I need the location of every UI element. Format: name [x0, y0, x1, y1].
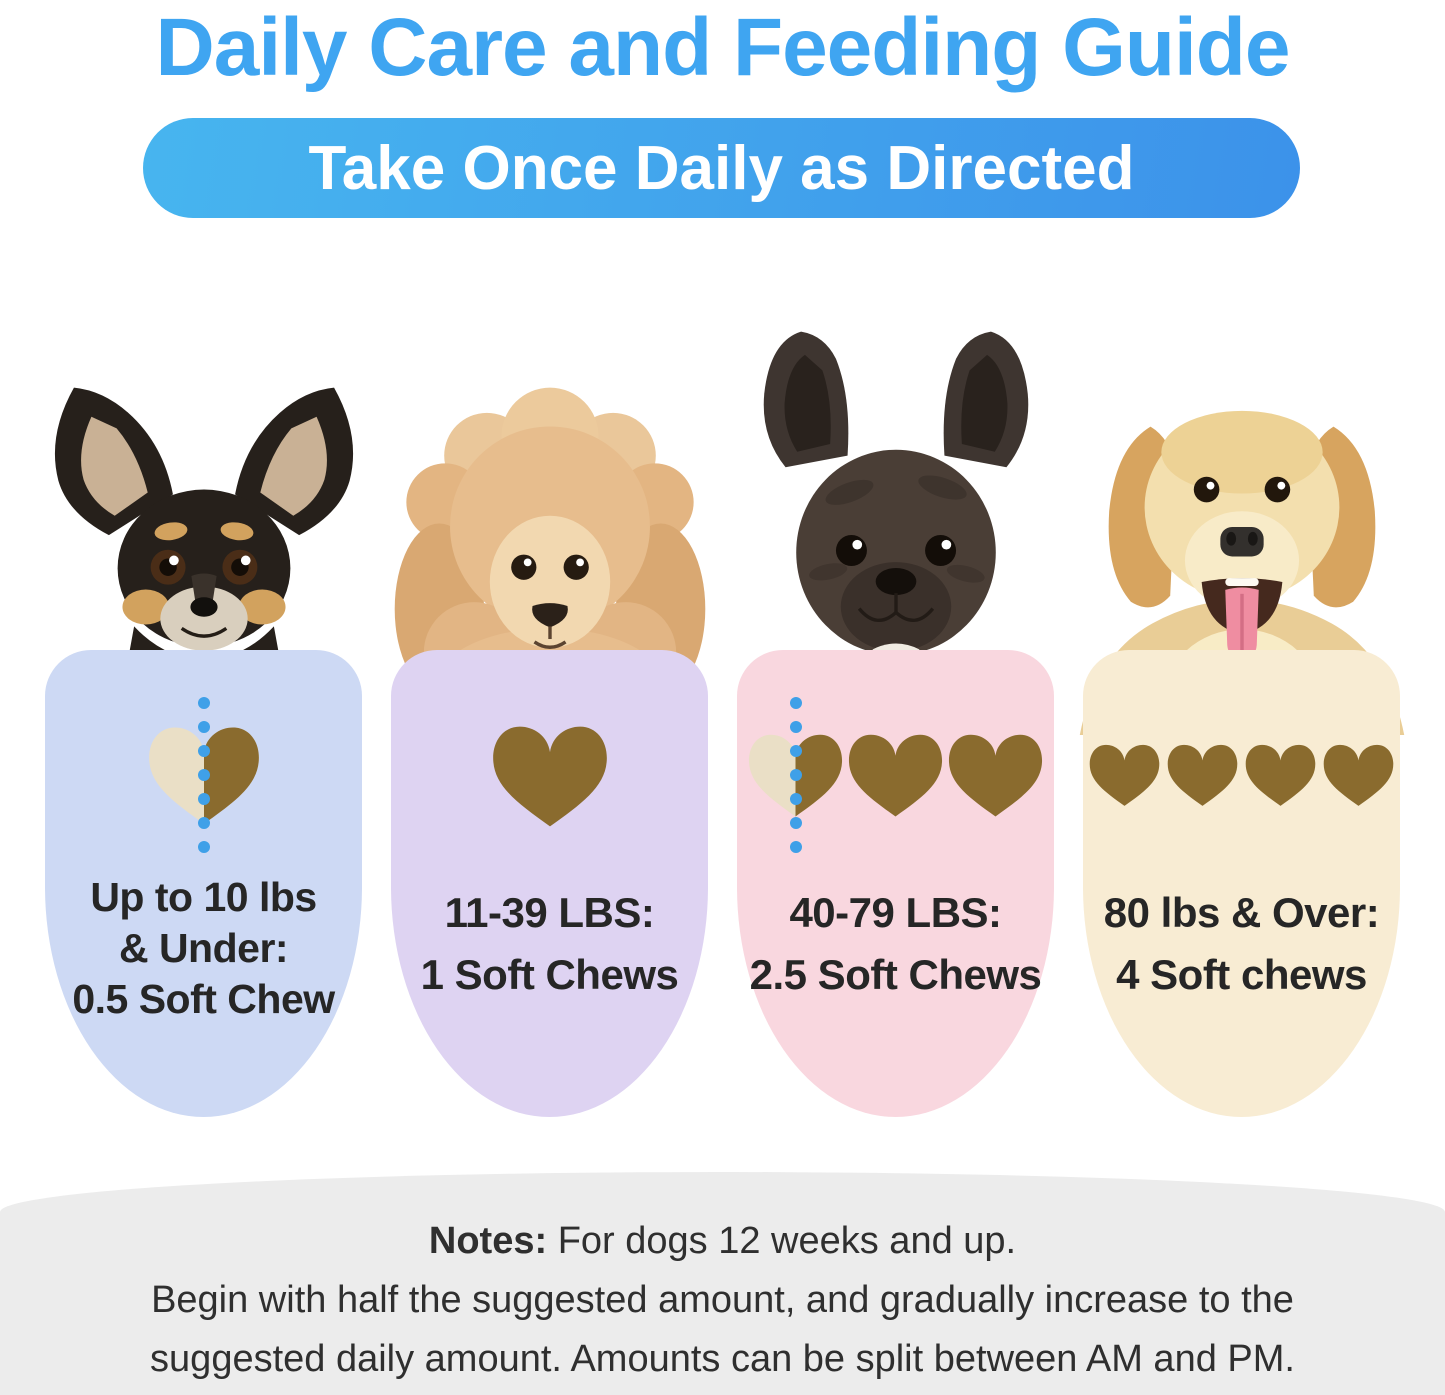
- dosage-banner-text: Take Once Daily as Directed: [308, 133, 1135, 203]
- soft-chew-heart-icon: [1245, 745, 1316, 807]
- dose-card-40-79-lbs: 40-79 LBS: 2.5 Soft Chews: [737, 650, 1054, 1117]
- dose-card-80-lbs-over: 80 lbs & Over: 4 Soft chews: [1083, 650, 1400, 1117]
- chew-icons-row: [45, 697, 362, 853]
- column-up-to-10-lbs: Up to 10 lbs & Under: 0.5 Soft Chew: [45, 0, 362, 1395]
- dose-line: 1 Soft Chews: [420, 951, 679, 998]
- column-11-39-lbs: 11-39 LBS: 1 Soft Chews: [391, 0, 708, 1395]
- soft-chew-heart-icon: [1323, 745, 1394, 807]
- notes-line-1: Notes: For dogs 12 weeks and up.: [0, 1212, 1445, 1271]
- notes-section: Notes: For dogs 12 weeks and up. Begin w…: [0, 1172, 1445, 1395]
- notes-line-1-text: For dogs 12 weeks and up.: [547, 1220, 1017, 1262]
- chew-icons-row: [1083, 710, 1400, 840]
- dose-text: 80 lbs & Over: 4 Soft chews: [1071, 882, 1412, 1006]
- dot-icon: [197, 793, 210, 805]
- dot-icon: [197, 769, 210, 781]
- dot-icon: [197, 745, 210, 757]
- dose-line: 11-39 LBS:: [444, 889, 655, 936]
- dose-line: 0.5 Soft Chew: [72, 976, 335, 1022]
- half-divider-dots-icon: [789, 696, 802, 853]
- soft-chew-heart-icon: [1089, 745, 1160, 807]
- half-soft-chew-icon: [148, 697, 260, 853]
- dose-text: 40-79 LBS: 2.5 Soft Chews: [725, 882, 1066, 1006]
- soft-chew-heart-icon: [848, 735, 943, 817]
- notes-line-3: suggested daily amount. Amounts can be s…: [150, 1338, 1295, 1380]
- dot-icon: [789, 744, 802, 757]
- dose-card-up-to-10-lbs: Up to 10 lbs & Under: 0.5 Soft Chew: [45, 650, 362, 1117]
- column-80-lbs-over: 80 lbs & Over: 4 Soft chews: [1079, 0, 1404, 1395]
- dose-text: Up to 10 lbs & Under: 0.5 Soft Chew: [33, 872, 374, 1025]
- soft-chew-heart-icon: [492, 726, 607, 827]
- notes-label: Notes:: [428, 1220, 548, 1262]
- dot-icon: [789, 816, 802, 829]
- chew-icons-row: [737, 696, 1054, 853]
- dot-icon: [789, 696, 802, 709]
- half-soft-chew-icon: [748, 696, 843, 853]
- dosage-banner: Take Once Daily as Directed: [143, 118, 1300, 218]
- dose-card-11-39-lbs: 11-39 LBS: 1 Soft Chews: [391, 650, 708, 1117]
- chew-icons-row: [391, 710, 708, 840]
- dot-icon: [197, 721, 210, 733]
- dot-icon: [789, 840, 802, 853]
- dot-icon: [197, 697, 210, 709]
- dose-line: & Under:: [118, 925, 289, 971]
- column-40-79-lbs: 40-79 LBS: 2.5 Soft Chews: [737, 0, 1054, 1395]
- dot-icon: [197, 841, 210, 853]
- half-divider-dots-icon: [197, 697, 210, 853]
- dose-text: 11-39 LBS: 1 Soft Chews: [379, 882, 720, 1006]
- dose-line: Up to 10 lbs: [90, 874, 317, 920]
- dose-line: 80 lbs & Over:: [1103, 889, 1380, 936]
- dot-icon: [789, 720, 802, 733]
- dot-icon: [789, 792, 802, 805]
- dose-line: 40-79 LBS:: [789, 889, 1002, 936]
- soft-chew-heart-icon: [948, 735, 1043, 817]
- page-title: Daily Care and Feeding Guide: [155, 2, 1291, 93]
- notes-line-2: Begin with half the suggested amount, an…: [151, 1279, 1294, 1321]
- dot-icon: [197, 817, 210, 829]
- dose-line: 4 Soft chews: [1116, 951, 1367, 998]
- dot-icon: [789, 768, 802, 781]
- soft-chew-heart-icon: [1167, 745, 1238, 807]
- dose-line: 2.5 Soft Chews: [749, 951, 1042, 998]
